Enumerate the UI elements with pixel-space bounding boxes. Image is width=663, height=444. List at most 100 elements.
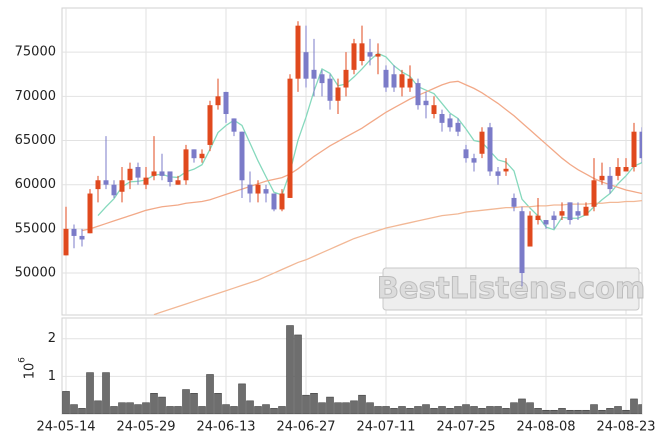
- y-tick-label: 75000: [15, 45, 56, 60]
- candle-body: [543, 220, 549, 225]
- x-tick-label: 24-07-25: [436, 420, 495, 435]
- volume-bar: [342, 402, 350, 414]
- volume-bar: [238, 383, 246, 414]
- candle-body: [127, 168, 133, 181]
- watermark-box: [382, 267, 640, 311]
- volume-bar: [230, 406, 238, 414]
- candle-body: [375, 53, 381, 57]
- volume-bar: [374, 406, 382, 414]
- candle-body: [495, 171, 501, 176]
- candle-body: [511, 197, 517, 207]
- volume-bar: [78, 408, 86, 414]
- volume-bar: [70, 404, 78, 414]
- candle-body: [327, 78, 333, 101]
- volume-bar: [254, 406, 262, 414]
- candle-body: [191, 149, 197, 159]
- volume-bar: [366, 402, 374, 414]
- volume-bar: [622, 409, 630, 414]
- volume-bar: [406, 408, 414, 414]
- volume-bar: [142, 402, 150, 414]
- y-tick-label: 1: [48, 369, 56, 384]
- volume-bar: [486, 406, 494, 414]
- candle-body: [591, 180, 597, 207]
- volume-bar: [550, 409, 558, 414]
- volume-axis-exponent: 6: [18, 357, 28, 363]
- volume-bar: [518, 398, 526, 414]
- candle-body: [263, 189, 269, 194]
- volume-bar: [262, 404, 270, 414]
- volume-bar: [454, 406, 462, 414]
- candle-body: [607, 175, 613, 190]
- y-tick-label: 55000: [15, 221, 56, 236]
- volume-bar: [430, 408, 438, 414]
- volume-bar: [174, 406, 182, 414]
- candle-body: [287, 78, 293, 198]
- x-tick-label: 24-05-29: [116, 420, 175, 435]
- volume-bar: [382, 406, 390, 414]
- volume-bar: [326, 396, 334, 414]
- candle-body: [399, 74, 405, 88]
- x-tick-label: 24-06-13: [196, 420, 255, 435]
- candle-body: [271, 193, 277, 210]
- candle-body: [423, 100, 429, 106]
- volume-bar: [134, 404, 142, 414]
- candle-body: [223, 91, 229, 115]
- candle-body: [527, 215, 533, 247]
- volume-bar: [462, 404, 470, 414]
- volume-bar: [150, 393, 158, 414]
- volume-bar: [542, 409, 550, 414]
- candle-body: [255, 184, 261, 194]
- volume-bar: [438, 406, 446, 414]
- candle-body: [447, 118, 453, 128]
- candle-body: [143, 177, 149, 185]
- candle-body: [615, 167, 621, 176]
- candle-body: [135, 167, 141, 178]
- volume-bar: [246, 400, 254, 414]
- candle-body: [335, 87, 341, 101]
- candle-body: [535, 215, 541, 221]
- candle-body: [503, 168, 509, 172]
- candle-body: [599, 175, 605, 181]
- moving-average-line: [81, 80, 642, 232]
- volume-bar: [422, 404, 430, 414]
- candle-body: [183, 149, 189, 181]
- volume-bar: [494, 406, 502, 414]
- candle-body: [567, 202, 573, 221]
- candle-body: [231, 118, 237, 132]
- volume-bar: [118, 402, 126, 414]
- y-tick-label: 60000: [15, 177, 56, 192]
- volume-bar: [198, 406, 206, 414]
- volume-bar: [286, 325, 294, 414]
- candle-body: [431, 105, 437, 115]
- candle-body: [63, 228, 69, 256]
- candle-body: [303, 52, 309, 79]
- candle-body: [295, 25, 301, 79]
- volume-bar: [590, 404, 598, 414]
- moving-average-line: [153, 199, 642, 315]
- volume-bar: [558, 408, 566, 414]
- candle-body: [199, 153, 205, 159]
- candle-body: [343, 69, 349, 88]
- y-tick-label: 50000: [15, 266, 56, 281]
- watermark: BestListens.com: [377, 271, 645, 305]
- volume-bar: [110, 406, 118, 414]
- volume-bar: [598, 409, 606, 414]
- x-tick-label: 24-08-08: [516, 420, 575, 435]
- volume-bar: [470, 406, 478, 414]
- candle-body: [639, 131, 642, 159]
- volume-bar: [606, 408, 614, 414]
- candle-body: [487, 127, 493, 172]
- x-tick-label: 24-08-23: [596, 420, 655, 435]
- volume-bar: [414, 406, 422, 414]
- volume-bar: [446, 408, 454, 414]
- volume-bar: [310, 393, 318, 414]
- candle-body: [215, 96, 221, 106]
- candle-body: [159, 171, 165, 176]
- candle-body: [407, 78, 413, 88]
- volume-bar: [358, 394, 366, 414]
- candle-body: [95, 180, 101, 190]
- x-tick-label: 24-06-27: [276, 420, 335, 435]
- volume-bar: [582, 409, 590, 414]
- candle-body: [519, 211, 525, 274]
- candle-body: [319, 74, 325, 84]
